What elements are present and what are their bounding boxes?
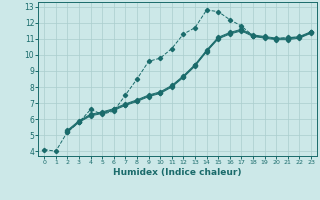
X-axis label: Humidex (Indice chaleur): Humidex (Indice chaleur) xyxy=(113,168,242,177)
